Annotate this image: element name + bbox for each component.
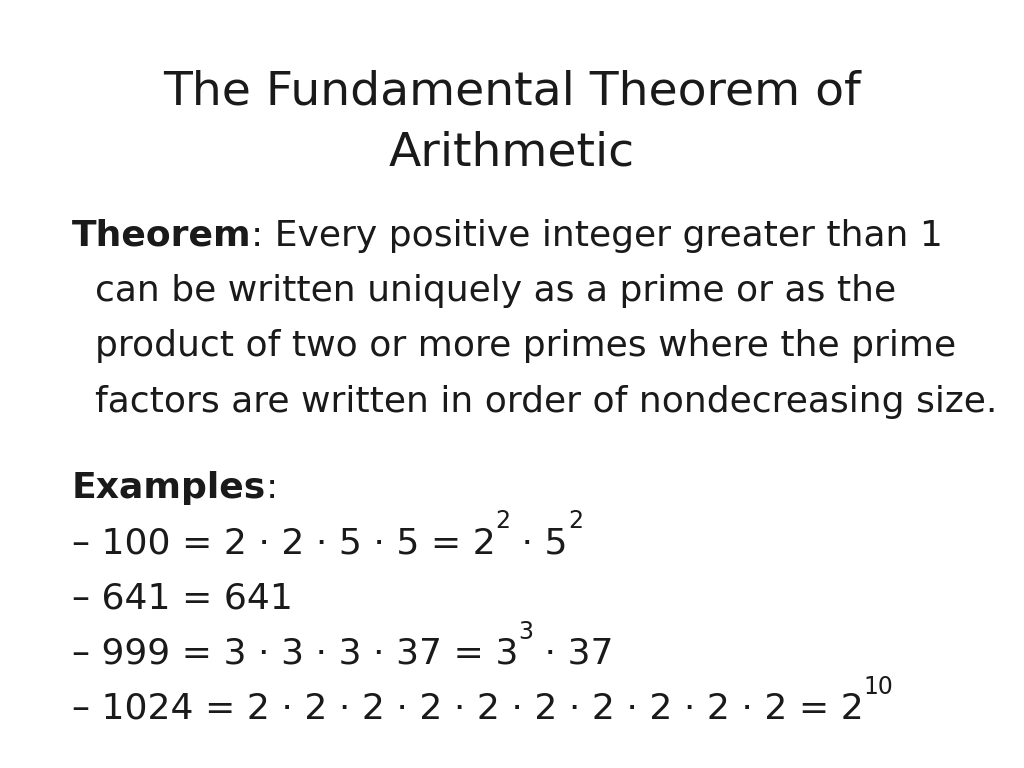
Text: · 37: · 37: [534, 637, 613, 670]
Text: 2: 2: [496, 509, 510, 533]
Text: factors are written in order of nondecreasing size.: factors are written in order of nondecre…: [72, 385, 997, 419]
Text: – 641 = 641: – 641 = 641: [72, 581, 293, 615]
Text: 2: 2: [568, 509, 583, 533]
Text: – 999 = 3 · 3 · 3 · 37 = 3: – 999 = 3 · 3 · 3 · 37 = 3: [72, 637, 518, 670]
Text: · 5: · 5: [510, 526, 568, 560]
Text: – 1024 = 2 · 2 · 2 · 2 · 2 · 2 · 2 · 2 · 2 · 2 = 2: – 1024 = 2 · 2 · 2 · 2 · 2 · 2 · 2 · 2 ·…: [72, 692, 863, 726]
Text: can be written uniquely as a prime or as the: can be written uniquely as a prime or as…: [72, 274, 896, 308]
Text: 3: 3: [518, 620, 534, 644]
Text: 10: 10: [863, 675, 893, 699]
Text: Theorem: Theorem: [72, 219, 251, 253]
Text: Examples: Examples: [72, 471, 266, 505]
Text: : Every positive integer greater than 1: : Every positive integer greater than 1: [251, 219, 943, 253]
Text: product of two or more primes where the prime: product of two or more primes where the …: [72, 329, 955, 363]
Text: Arithmetic: Arithmetic: [389, 131, 635, 176]
Text: – 100 = 2 · 2 · 5 · 5 = 2: – 100 = 2 · 2 · 5 · 5 = 2: [72, 526, 496, 560]
Text: The Fundamental Theorem of: The Fundamental Theorem of: [163, 69, 861, 114]
Text: :: :: [266, 471, 279, 505]
